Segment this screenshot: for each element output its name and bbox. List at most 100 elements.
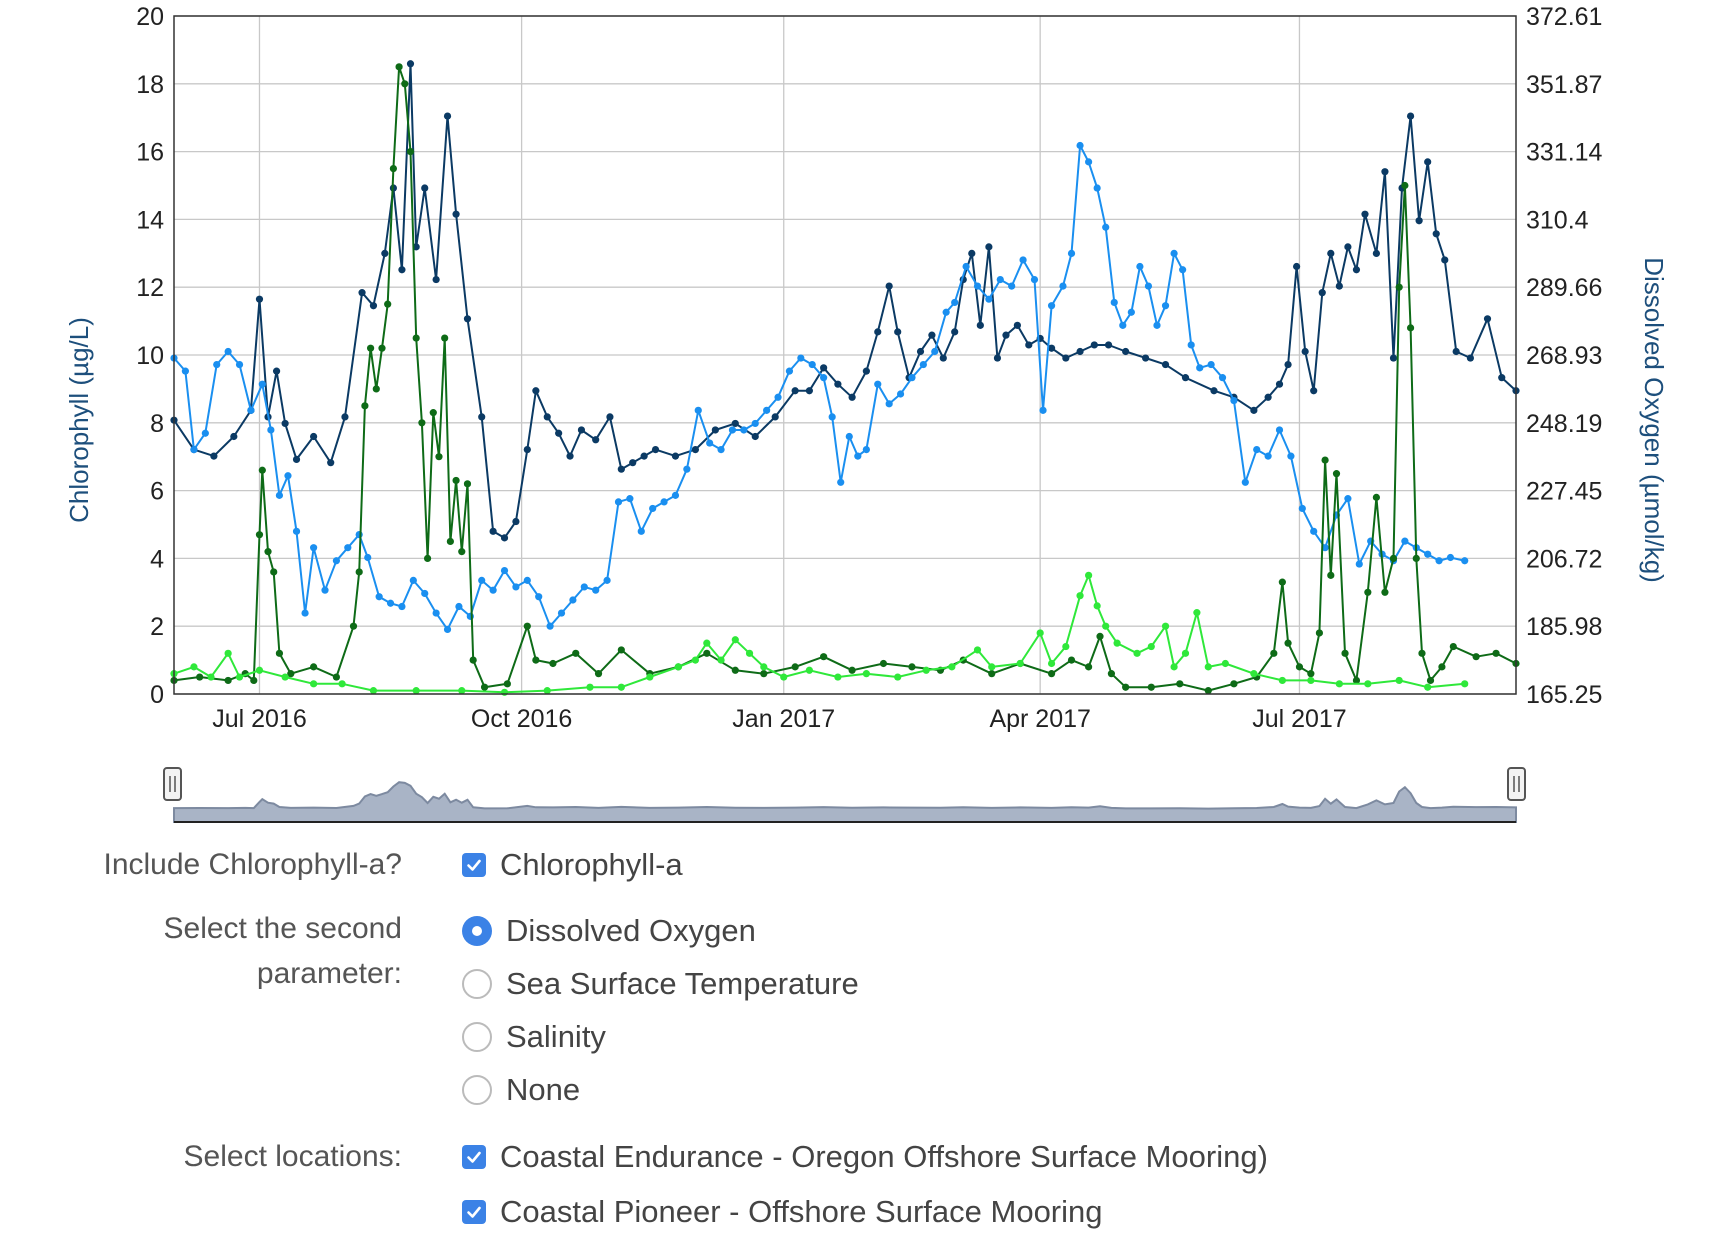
series-point[interactable] (928, 331, 936, 339)
series-point[interactable] (572, 649, 580, 657)
series-point[interactable] (1401, 181, 1409, 190)
series-point[interactable] (310, 680, 318, 688)
series-point[interactable] (1301, 347, 1309, 356)
series-point[interactable] (332, 557, 341, 565)
series-point[interactable] (1019, 256, 1027, 264)
series-point[interactable] (409, 576, 417, 584)
series-point[interactable] (264, 548, 272, 556)
series-point[interactable] (988, 670, 996, 678)
series-point[interactable] (1364, 680, 1372, 688)
series-point[interactable] (230, 432, 238, 441)
series-point[interactable] (848, 393, 856, 401)
series-point[interactable] (549, 659, 557, 668)
series-point[interactable] (435, 453, 443, 461)
series-point[interactable] (1093, 602, 1101, 610)
series-point[interactable] (532, 656, 540, 664)
series-point[interactable] (1424, 550, 1432, 558)
series-point[interactable] (1307, 670, 1315, 678)
series-point[interactable] (837, 478, 845, 486)
series-point[interactable] (694, 406, 702, 414)
series-point[interactable] (617, 646, 625, 654)
series-point[interactable] (489, 527, 497, 535)
series-point[interactable] (349, 622, 358, 630)
series-point[interactable] (1352, 266, 1361, 274)
series-point[interactable] (1147, 642, 1155, 651)
series-point[interactable] (1446, 553, 1455, 562)
series-point[interactable] (543, 687, 551, 695)
series-point[interactable] (951, 328, 959, 336)
series-point[interactable] (270, 568, 278, 576)
series-point[interactable] (455, 602, 463, 611)
series-point[interactable] (478, 576, 486, 584)
series-point[interactable] (500, 566, 509, 575)
series-point[interactable] (196, 673, 204, 681)
series-point[interactable] (275, 649, 284, 657)
series-point[interactable] (546, 622, 554, 630)
series-point[interactable] (820, 374, 828, 382)
series-point[interactable] (1008, 282, 1016, 290)
series-point[interactable] (731, 419, 739, 428)
series-point[interactable] (908, 663, 916, 671)
series-point[interactable] (1426, 676, 1435, 685)
series-point[interactable] (1207, 360, 1215, 369)
series-point[interactable] (996, 275, 1004, 284)
series-point[interactable] (976, 321, 984, 329)
series-point[interactable] (201, 429, 209, 437)
series-point[interactable] (358, 289, 366, 297)
series-point[interactable] (1181, 649, 1190, 657)
series-point[interactable] (275, 491, 284, 499)
series-point[interactable] (1062, 354, 1070, 362)
series-point[interactable] (577, 426, 586, 434)
series-point[interactable] (1096, 632, 1104, 640)
series-point[interactable] (532, 387, 540, 395)
series-point[interactable] (500, 688, 509, 696)
series-point[interactable] (828, 413, 836, 421)
series-point[interactable] (1483, 315, 1492, 323)
series-point[interactable] (592, 586, 600, 594)
series-point[interactable] (292, 455, 301, 464)
series-point[interactable] (310, 432, 318, 441)
series-point[interactable] (338, 680, 346, 688)
series-point[interactable] (463, 480, 472, 488)
series-point[interactable] (452, 476, 460, 485)
series-point[interactable] (247, 406, 255, 414)
series-point[interactable] (592, 436, 600, 444)
series-point[interactable] (885, 400, 893, 408)
series-point[interactable] (1435, 557, 1443, 565)
series-point[interactable] (1085, 571, 1093, 579)
series-point[interactable] (213, 360, 221, 369)
series-point[interactable] (894, 673, 902, 681)
series-point[interactable] (1230, 680, 1238, 688)
series-point[interactable] (386, 599, 395, 607)
series-point[interactable] (791, 387, 799, 395)
series-point[interactable] (389, 164, 397, 173)
series-point[interactable] (1161, 360, 1170, 369)
series-point[interactable] (1067, 656, 1076, 664)
series-point[interactable] (1047, 659, 1056, 668)
series-point[interactable] (993, 354, 1002, 362)
series-point[interactable] (691, 656, 700, 664)
series-point[interactable] (429, 409, 437, 417)
series-point[interactable] (258, 380, 266, 388)
series-point[interactable] (1176, 680, 1184, 688)
series-point[interactable] (951, 298, 959, 307)
series-point[interactable] (1321, 456, 1329, 464)
series-point[interactable] (292, 527, 301, 535)
series-point[interactable] (421, 184, 429, 192)
series-point[interactable] (555, 429, 563, 437)
series-point[interactable] (919, 360, 927, 369)
series-point[interactable] (731, 636, 739, 644)
series-point[interactable] (1389, 554, 1398, 563)
series-point[interactable] (310, 663, 318, 671)
series-point[interactable] (1321, 544, 1329, 552)
series-point[interactable] (463, 315, 472, 323)
series-point[interactable] (1395, 283, 1403, 291)
series-point[interactable] (1275, 426, 1284, 434)
series-point[interactable] (478, 413, 486, 421)
series-point[interactable] (848, 666, 856, 674)
series-point[interactable] (1133, 649, 1141, 657)
series-point[interactable] (1193, 609, 1201, 617)
series-point[interactable] (674, 663, 682, 671)
series-point[interactable] (287, 670, 295, 678)
series-point[interactable] (683, 465, 691, 473)
